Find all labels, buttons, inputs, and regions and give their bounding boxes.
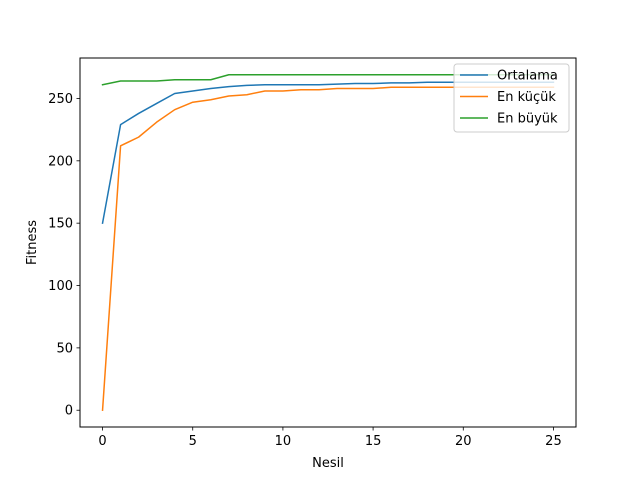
legend-label-2: En büyük: [497, 112, 558, 127]
x-tick-label: 0: [98, 434, 106, 449]
x-axis: 0 5 10 15 20 25: [98, 427, 562, 449]
y-axis-label: Fitness: [25, 220, 40, 265]
x-tick-label: 25: [545, 434, 562, 449]
y-tick-label: 200: [48, 154, 73, 169]
legend-label-0: Ortalama: [497, 69, 558, 84]
y-tick-label: 150: [48, 217, 73, 232]
legend-label-1: En küçük: [497, 90, 556, 105]
x-tick-label: 15: [365, 434, 382, 449]
y-tick-label: 100: [48, 279, 73, 294]
x-tick-label: 20: [455, 434, 472, 449]
y-tick-label: 50: [56, 341, 73, 356]
legend: Ortalama En küçük En büyük: [453, 63, 570, 133]
y-tick-label: 0: [65, 404, 73, 419]
y-tick-label: 250: [48, 92, 73, 107]
x-tick-label: 5: [189, 434, 197, 449]
y-axis: 0 50 100 150 200 250: [48, 92, 80, 419]
x-tick-label: 10: [275, 434, 292, 449]
x-axis-label: Nesil: [312, 456, 344, 471]
legend-box: [453, 63, 570, 133]
plot-frame: [79, 57, 577, 428]
